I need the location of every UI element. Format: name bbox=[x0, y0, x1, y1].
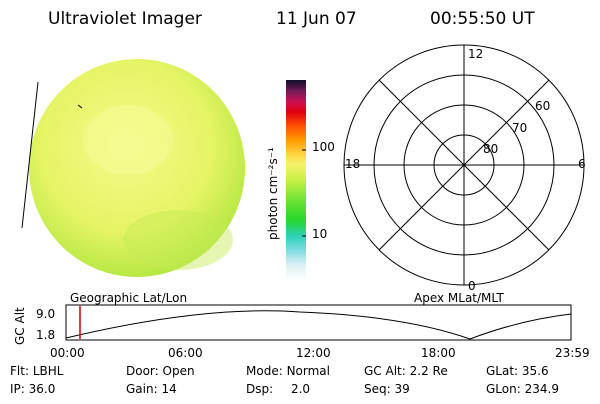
status-gain: Gain: 14 bbox=[126, 382, 177, 396]
mlt-label-0: 0 bbox=[468, 279, 476, 293]
status-filter: Flt: LBHL bbox=[10, 364, 63, 378]
timeline-xtick-0600: 06:00 bbox=[168, 346, 203, 360]
colorbar: 100 10 photon cm⁻²s⁻¹ bbox=[266, 80, 335, 280]
limb-line bbox=[21, 81, 39, 229]
lat-label-70: 70 bbox=[512, 121, 527, 135]
timeline-yaxis-label: GC Alt bbox=[13, 307, 27, 345]
status-mode-value: Normal bbox=[286, 364, 330, 378]
mlt-label-18: 18 bbox=[345, 157, 360, 171]
timeline-altitude-curve bbox=[65, 310, 572, 340]
status-door-label: Door: bbox=[126, 364, 159, 378]
status-seq-value: 39 bbox=[394, 382, 410, 396]
earth-dim-patch bbox=[123, 210, 233, 270]
colorbar-unit-label: photon cm⁻²s⁻¹ bbox=[266, 147, 280, 240]
status-mode-label: Mode: bbox=[246, 364, 283, 378]
status-mode: Mode: Normal bbox=[246, 364, 330, 378]
colorbar-gradient bbox=[286, 80, 306, 280]
status-glon-value: 234.9 bbox=[524, 382, 559, 396]
status-door-value: Open bbox=[162, 364, 195, 378]
lat-label-80: 80 bbox=[483, 142, 498, 156]
status-gain-value: 14 bbox=[161, 382, 177, 396]
timeline-frame bbox=[65, 304, 572, 341]
status-filter-label: Flt: bbox=[10, 364, 29, 378]
status-ip-value: 36.0 bbox=[28, 382, 56, 396]
timeline-xtick-1200: 12:00 bbox=[296, 346, 331, 360]
status-door: Door: Open bbox=[126, 364, 195, 378]
mlt-label-12: 12 bbox=[468, 47, 483, 61]
colorbar-tick-label-10: 10 bbox=[312, 227, 327, 241]
status-filter-value: LBHL bbox=[32, 364, 64, 378]
timeline-left-title: Geographic Lat/Lon bbox=[70, 291, 187, 305]
status-dsp-label: Dsp: bbox=[246, 382, 274, 396]
status-glat: GLat: 35.6 bbox=[486, 364, 549, 378]
status-gc-alt: GC Alt: 2.2 Re bbox=[364, 364, 448, 378]
colorbar-tick-label-100: 100 bbox=[312, 140, 335, 154]
status-gain-label: Gain: bbox=[126, 382, 158, 396]
uv-earth-image bbox=[21, 59, 245, 277]
earth-mark bbox=[77, 104, 83, 109]
status-seq: Seq: 39 bbox=[364, 382, 410, 396]
timeline-xtick-0000: 00:00 bbox=[50, 346, 85, 360]
timeline-xtick-1800: 18:00 bbox=[421, 346, 456, 360]
polar-diagonal-2 bbox=[378, 79, 550, 251]
timeline-xtick-2359: 23:59 bbox=[555, 346, 590, 360]
mlt-label-6: 6 bbox=[578, 157, 586, 171]
status-glon-label: GLon: bbox=[486, 382, 521, 396]
timeline-ytick-1-8: 1.8 bbox=[36, 328, 55, 342]
earth-bright-patch bbox=[83, 105, 173, 175]
timeline-ytick-9: 9.0 bbox=[36, 307, 55, 321]
date-label: 11 Jun 07 bbox=[276, 9, 357, 29]
status-dsp-value: 2.0 bbox=[290, 382, 311, 396]
time-label: 00:55:50 UT bbox=[430, 9, 535, 29]
status-gc-alt-value: 2.2 Re bbox=[409, 364, 448, 378]
status-glon: GLon: 234.9 bbox=[486, 382, 559, 396]
status-ip: IP: 36.0 bbox=[10, 382, 55, 396]
status-dsp: Dsp: 2.0 bbox=[246, 382, 310, 396]
status-ip-label: IP: bbox=[10, 382, 25, 396]
instrument-title: Ultraviolet Imager bbox=[48, 9, 202, 29]
status-gc-alt-label: GC Alt: bbox=[364, 364, 406, 378]
polar-plot bbox=[343, 44, 585, 286]
lat-label-60: 60 bbox=[535, 99, 550, 113]
timeline-right-title: Apex MLat/MLT bbox=[414, 291, 504, 305]
status-glat-label: GLat: bbox=[486, 364, 519, 378]
status-seq-label: Seq: bbox=[364, 382, 391, 396]
status-glat-value: 35.6 bbox=[521, 364, 549, 378]
